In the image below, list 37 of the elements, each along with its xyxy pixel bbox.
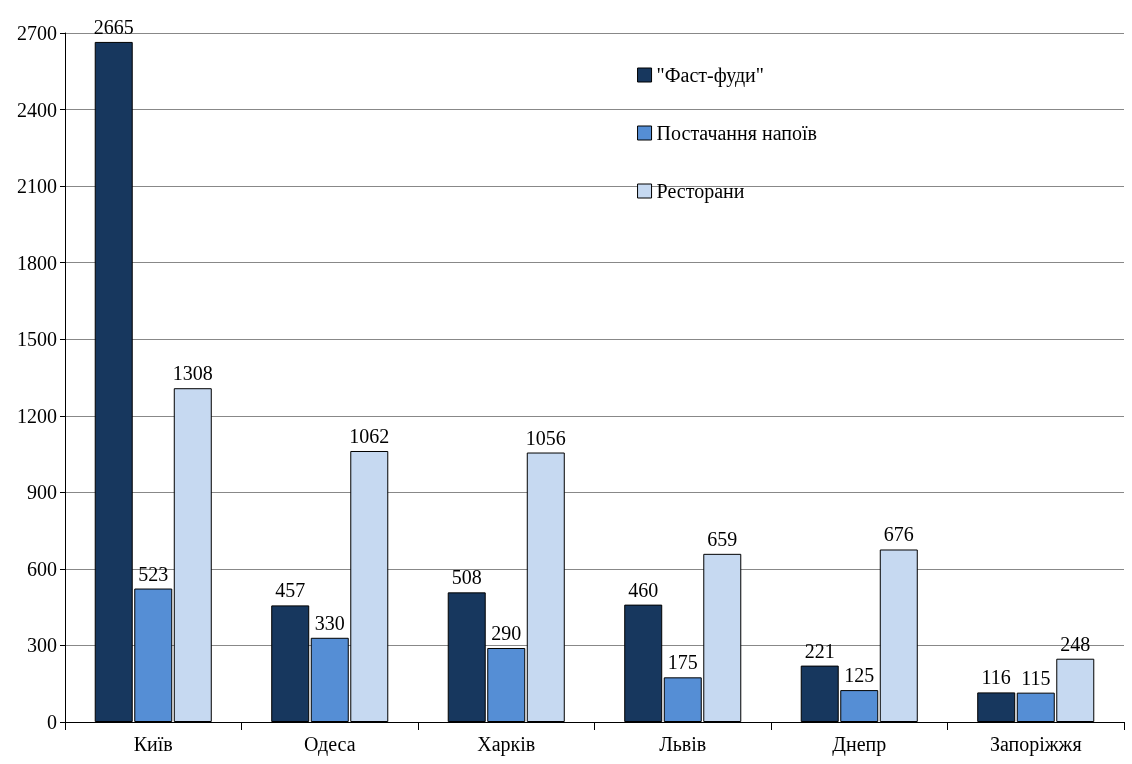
y-tick-label: 1800 (17, 251, 57, 274)
y-tick-label: 2400 (17, 98, 57, 121)
x-tick-label: Одеса (303, 733, 356, 756)
x-tick-label: Запоріжжя (989, 733, 1082, 756)
data-label: 116 (981, 666, 1011, 689)
data-label: 508 (451, 566, 482, 589)
data-label: 457 (275, 579, 306, 602)
y-tick-label: 2700 (17, 22, 57, 44)
x-tick-label: Львів (659, 733, 707, 755)
legend-label: Постачання напоїв (656, 122, 818, 144)
legend-label: Ресторани (656, 180, 745, 203)
data-label: 175 (667, 651, 698, 674)
data-label: 1062 (349, 424, 390, 447)
y-tick-label: 0 (47, 711, 57, 733)
y-tick-label: 300 (27, 634, 57, 657)
data-label: 115 (1021, 666, 1051, 689)
x-tick-label: Днепр (832, 733, 887, 756)
data-label: 290 (491, 622, 522, 644)
x-tick-label: Харків (477, 733, 536, 756)
data-label: 1308 (172, 362, 213, 385)
legend-label: "Фаст-фуди" (656, 64, 764, 87)
x-tick-label: Київ (133, 733, 173, 755)
data-label: 523 (138, 562, 169, 585)
data-label: 1056 (525, 426, 566, 449)
y-tick-label: 1500 (17, 328, 57, 351)
data-label: 221 (804, 639, 835, 662)
y-tick-label: 1200 (17, 404, 57, 427)
data-label: 676 (883, 523, 914, 546)
y-tick-label: 900 (27, 481, 57, 504)
data-label: 2665 (93, 15, 134, 38)
data-label: 248 (1060, 632, 1091, 655)
y-tick-label: 600 (27, 557, 57, 580)
data-label: 659 (707, 527, 738, 550)
data-label: 460 (628, 578, 659, 601)
data-label: 125 (844, 664, 875, 687)
data-label: 330 (314, 611, 345, 634)
y-tick-label: 2100 (17, 175, 57, 198)
